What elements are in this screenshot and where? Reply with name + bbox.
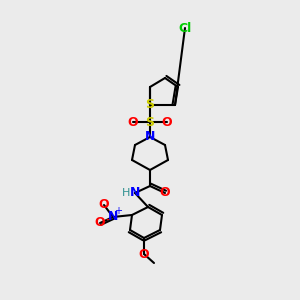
Text: O: O — [160, 187, 170, 200]
Text: O: O — [128, 116, 138, 128]
Text: N: N — [108, 211, 118, 224]
Text: +: + — [114, 206, 122, 216]
Text: S: S — [146, 98, 154, 112]
Text: O: O — [162, 116, 172, 128]
Text: S: S — [146, 116, 154, 128]
Text: O: O — [95, 217, 105, 230]
Text: H: H — [122, 188, 130, 198]
Text: O: O — [99, 199, 109, 212]
Text: N: N — [130, 187, 140, 200]
Text: N: N — [145, 130, 155, 143]
Text: -: - — [105, 214, 109, 224]
Text: O: O — [139, 248, 149, 260]
Text: Cl: Cl — [178, 22, 192, 34]
